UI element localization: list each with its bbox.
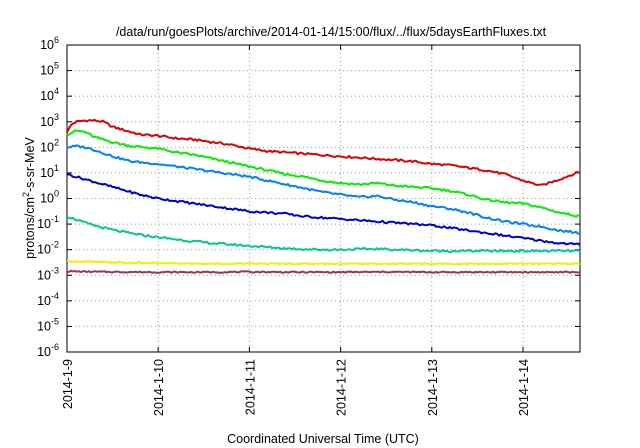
y-tick-label: 104: [40, 86, 59, 103]
y-tick-base: 10: [40, 192, 54, 206]
series-line: [66, 118, 581, 186]
y-tick-label: 100: [40, 189, 59, 206]
y-axis-label: protons/cm2-s-sr-MeV: [21, 136, 37, 258]
y-tick-base: 10: [37, 319, 51, 333]
y-tick-exponent: -1: [51, 214, 59, 224]
y-tick-label: 10-2: [37, 240, 59, 257]
y-tick-label: 10-4: [37, 291, 59, 308]
y-tick-base: 10: [37, 345, 51, 359]
y-tick-exponent: 5: [54, 61, 59, 71]
y-tick-label: 105: [40, 61, 59, 78]
y-tick-exponent: -3: [51, 265, 59, 275]
y-axis-label-superscript: 2: [21, 192, 31, 197]
y-tick-base: 10: [37, 217, 51, 231]
y-tick-exponent: 6: [54, 35, 59, 45]
y-tick-label: 106: [40, 35, 59, 52]
y-tick-label: 10-6: [37, 342, 59, 359]
y-tick-base: 10: [37, 294, 51, 308]
series-line: [66, 173, 581, 247]
series-line: [66, 129, 581, 218]
y-axis: 10610510410310210110010-110-210-310-410-…: [37, 35, 580, 359]
y-tick-base: 10: [40, 115, 54, 129]
y-tick-label: 10-5: [37, 316, 59, 333]
chart-title: /data/run/goesPlots/archive/2014-01-14/1…: [116, 25, 547, 39]
y-axis-label-rest: -s-sr-MeV: [23, 136, 37, 192]
y-tick-label: 103: [40, 112, 59, 129]
y-tick-label: 101: [40, 163, 59, 180]
y-tick-exponent: -4: [51, 291, 59, 301]
series-line: [67, 269, 581, 274]
y-axis-label-main: protons/cm: [23, 197, 37, 259]
x-axis-label: Coordinated Universal Time (UTC): [227, 432, 419, 446]
y-tick-base: 10: [37, 243, 51, 257]
y-tick-label: 102: [40, 137, 59, 154]
x-axis: 2014-1-9 2014-1-10 2014-1-11 2014-1-12 2014-…: [61, 45, 531, 416]
series-layer: [66, 118, 581, 274]
x-tick-label: 2014-1-12: [335, 359, 349, 416]
y-tick-base: 10: [37, 268, 51, 282]
y-tick-base: 10: [40, 38, 54, 52]
y-tick-label: 10-3: [37, 265, 59, 282]
y-tick-base: 10: [40, 140, 54, 154]
y-tick-exponent: 1: [54, 163, 59, 173]
y-tick-exponent: 3: [54, 112, 59, 122]
y-tick-exponent: 4: [54, 86, 59, 96]
y-tick-exponent: -2: [51, 240, 59, 250]
y-tick-label: 10-1: [37, 214, 59, 231]
x-tick-label: 2014-1-11: [243, 359, 257, 415]
y-tick-base: 10: [40, 89, 54, 103]
x-tick-label: 2014-1-10: [152, 359, 166, 416]
y-tick-base: 10: [40, 64, 54, 78]
y-tick-base: 10: [40, 166, 54, 180]
y-tick-exponent: -5: [51, 316, 59, 326]
y-tick-exponent: 2: [54, 137, 59, 147]
x-tick-label: 2014-1-9: [61, 359, 75, 409]
series-line: [66, 259, 581, 266]
x-tick-label: 2014-1-13: [426, 359, 440, 416]
y-tick-exponent: -6: [51, 342, 59, 352]
grid: [67, 45, 580, 352]
series-line: [66, 216, 581, 253]
x-tick-label: 2014-1-14: [517, 359, 531, 416]
series-line: [66, 144, 581, 235]
y-tick-exponent: 0: [54, 189, 59, 199]
